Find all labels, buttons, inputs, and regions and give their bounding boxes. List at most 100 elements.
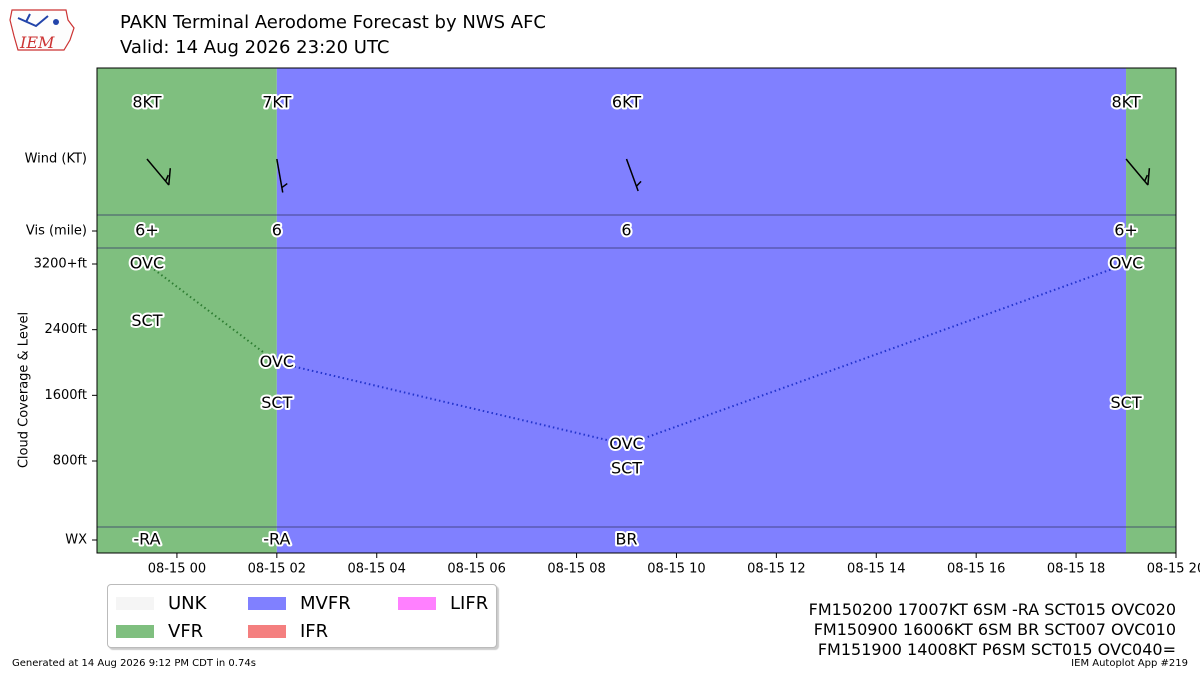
visibility-label: 6+: [135, 221, 159, 240]
legend-item-vfr: VFR: [116, 621, 203, 642]
weather-label: -RA: [133, 530, 160, 549]
x-tick-label: 08-15 02: [248, 562, 306, 577]
cloud-sct-label-halo: SCT: [611, 459, 642, 478]
generated-note: Generated at 14 Aug 2026 9:12 PM CDT in …: [12, 658, 256, 669]
period-mvfr: [276, 68, 1127, 553]
cloud-line: [276, 361, 627, 446]
chart-title: PAKN Terminal Aerodome Forecast by NWS A…: [120, 12, 546, 33]
visibility-label: 6+: [1114, 221, 1138, 240]
vis-row-label: Vis (mile): [26, 224, 87, 239]
x-tick-label: 08-15 16: [947, 562, 1005, 577]
visibility-label: 6: [621, 221, 631, 240]
y-tick-label: 3200+ft: [34, 257, 87, 272]
legend-swatch: [116, 597, 154, 610]
x-tick-label: 08-15 04: [348, 562, 406, 577]
legend-item-lifr: LIFR: [398, 593, 488, 614]
legend-swatch: [398, 597, 436, 610]
legend-label: MVFR: [300, 593, 351, 614]
iem-logo-graphic: IEM: [9, 9, 75, 52]
cloud-ovc-label: OVC: [260, 352, 294, 371]
wind-speed-label: 8KT: [132, 93, 161, 112]
cloud-sct-label: SCT: [261, 393, 292, 412]
legend-label: VFR: [168, 621, 204, 642]
legend-label: IFR: [300, 621, 329, 642]
x-tick-label: 08-15 20: [1147, 562, 1200, 577]
y-axis-label: Cloud Coverage & Level: [17, 312, 32, 468]
chart-valid-time: Valid: 14 Aug 2026 23:20 UTC: [120, 37, 390, 58]
legend: UNK VFR MVFR IFR LIFR: [107, 584, 497, 648]
flight-category-periods: [97, 68, 1176, 553]
row-dividers: [97, 214, 1176, 528]
x-tick-label: 08-15 14: [847, 562, 905, 577]
taf-line: FM150900 16006KT 6SM BR SCT007 OVC010: [813, 620, 1176, 639]
visibility-label: 6: [272, 221, 282, 240]
cloud-sct-label-halo: SCT: [131, 311, 162, 330]
cloud-ovc-label-halo: OVC: [1109, 254, 1143, 273]
wind-barbs: [146, 158, 1151, 193]
cloud-level-lines: [146, 263, 1127, 446]
weather-label: BR: [615, 530, 637, 549]
wind-speed-label: 7KT: [262, 93, 291, 112]
wind-speed-label-halo: 8KT: [132, 93, 161, 112]
cloud-sct-label: SCT: [131, 311, 162, 330]
weather-label-halo: BR: [615, 530, 637, 549]
legend-label: LIFR: [450, 593, 489, 614]
x-tick-label: 08-15 06: [447, 562, 505, 577]
wind-speed-label-halo: 8KT: [1111, 93, 1140, 112]
barb-flag: [164, 174, 169, 182]
legend-label: UNK: [168, 593, 207, 614]
cloud-ovc-label-halo: OVC: [130, 254, 164, 273]
logo-text: IEM: [19, 33, 55, 52]
cloud-sct-label: SCT: [611, 459, 642, 478]
period-vfr: [97, 68, 277, 553]
taf-line: FM150200 17007KT 6SM -RA SCT015 OVC020: [808, 600, 1176, 619]
taf-line: FM151900 14008KT P6SM SCT015 OVC040=: [817, 640, 1176, 659]
wind-speed-label-halo: 7KT: [262, 93, 291, 112]
cloud-sct-label-halo: SCT: [1110, 393, 1141, 412]
legend-item-mvfr: MVFR: [248, 593, 351, 614]
wind-barb: [276, 158, 288, 193]
x-tick-label: 08-15 08: [547, 562, 605, 577]
visibility-label-halo: 6: [272, 221, 282, 240]
wind-row-label: Wind (KT): [25, 152, 87, 167]
cloud-ovc-label: OVC: [130, 254, 164, 273]
cloud-line: [626, 263, 1127, 446]
cloud-ovc-label-halo: OVC: [260, 352, 294, 371]
legend-item-ifr: IFR: [248, 621, 328, 642]
wind-speed-label: 6KT: [612, 93, 641, 112]
weather-label-halo: -RA: [133, 530, 160, 549]
visibility-label-halo: 6+: [135, 221, 159, 240]
legend-item-unk: UNK: [116, 593, 206, 614]
y-tick-label: 800ft: [53, 454, 87, 469]
legend-swatch: [116, 625, 154, 638]
wind-barb: [1125, 158, 1151, 186]
iem-logo: IEM: [8, 6, 78, 58]
wind-barb: [146, 158, 172, 186]
chart-axes: Wind (KT) Vis (mile) WX 800ft 1600ft 2400ft 32…: [17, 67, 1200, 577]
x-tick-label: 08-15 10: [647, 562, 705, 577]
y-tick-label: 1600ft: [44, 388, 87, 403]
legend-swatch: [248, 625, 286, 638]
cloud-ovc-label: OVC: [609, 434, 643, 453]
y-tick-label: 2400ft: [44, 322, 87, 337]
cloud-ovc-label-halo: OVC: [609, 434, 643, 453]
wind-barb: [625, 158, 642, 192]
wind-speed-label-halo: 6KT: [612, 93, 641, 112]
app-note: IEM Autoplot App #219: [1071, 658, 1188, 669]
period-vfr: [1126, 68, 1176, 553]
wind-speed-label: 8KT: [1111, 93, 1140, 112]
visibility-label-halo: 6+: [1114, 221, 1138, 240]
barb-flag: [281, 182, 288, 189]
x-tick-label: 08-15 00: [148, 562, 206, 577]
weather-label-halo: -RA: [263, 530, 290, 549]
taf-lines: FM150200 17007KT 6SM -RA SCT015 OVC020 F…: [809, 600, 1176, 660]
plot-frame: [96, 67, 1177, 554]
barb-flag: [1143, 174, 1149, 182]
cloud-sct-label: SCT: [1110, 393, 1141, 412]
cloud-ovc-label: OVC: [1109, 254, 1143, 273]
forecast-labels: 8KT8KT6+6+-RA-RASCTSCTOVCOVC7KT7KT66-RA-…: [128, 91, 1146, 551]
weather-label: -RA: [263, 530, 290, 549]
cloud-sct-label-halo: SCT: [261, 393, 292, 412]
cloud-line: [146, 263, 278, 364]
